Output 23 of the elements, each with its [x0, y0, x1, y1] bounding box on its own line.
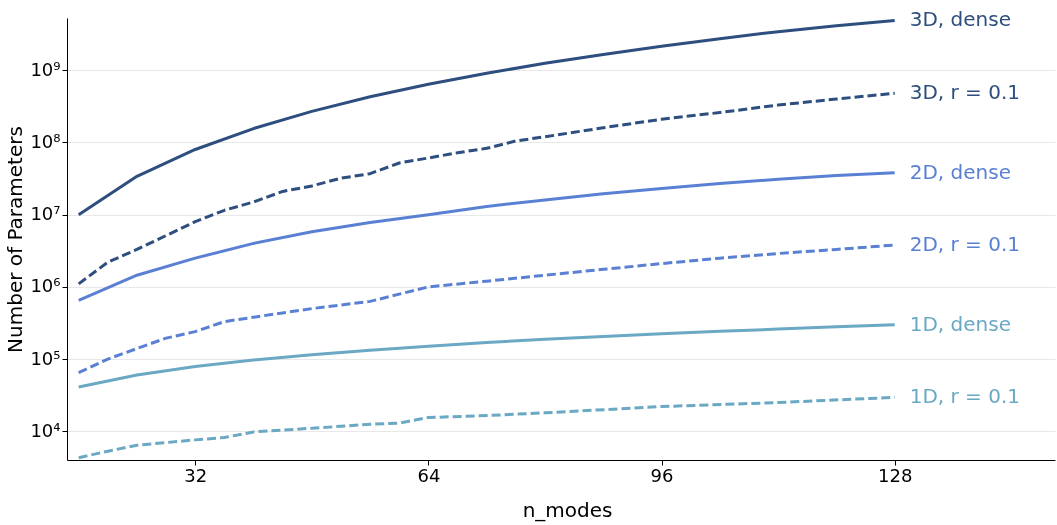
y-tick-label: 10⁶	[30, 275, 61, 297]
x-axis-title: n_modes	[522, 497, 613, 522]
line-series	[77, 171, 897, 302]
y-axis-title: Number of Parameters	[3, 126, 28, 353]
x-tick-label: 96	[650, 464, 674, 486]
series-label: 1D, dense	[909, 311, 1011, 336]
line-series	[77, 395, 897, 460]
x-tick-label: 128	[878, 464, 913, 486]
y-tick-label: 10⁹	[30, 58, 61, 80]
y-tick-label: 10⁴	[30, 419, 61, 441]
line-series	[77, 91, 897, 286]
y-tick-label: 10⁵	[30, 347, 61, 369]
series-label: 3D, dense	[909, 7, 1011, 32]
x-tick-label: 64	[417, 464, 441, 486]
series-label: 1D, r = 0.1	[909, 384, 1021, 409]
y-tick-label: 10⁸	[30, 130, 61, 152]
series-label: 2D, dense	[909, 159, 1011, 184]
x-tick-label: 32	[184, 464, 208, 486]
series-label: 2D, r = 0.1	[909, 232, 1021, 257]
line-series	[77, 18, 897, 217]
y-tick-label: 10⁷	[30, 203, 61, 225]
series-label: 3D, r = 0.1	[909, 80, 1021, 105]
line-series	[77, 323, 897, 389]
